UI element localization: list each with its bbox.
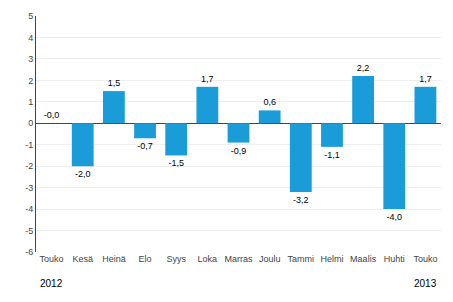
svg-text:-3,2: -3,2 bbox=[293, 195, 309, 205]
svg-text:-1,1: -1,1 bbox=[324, 150, 340, 160]
svg-text:3: 3 bbox=[28, 54, 33, 64]
svg-text:-1: -1 bbox=[25, 140, 33, 150]
svg-text:Kesä: Kesä bbox=[72, 254, 93, 264]
svg-text:Heinä: Heinä bbox=[102, 254, 126, 264]
svg-text:-0,0: -0,0 bbox=[44, 110, 60, 120]
svg-text:Helmi: Helmi bbox=[320, 254, 343, 264]
svg-text:1,7: 1,7 bbox=[201, 74, 214, 84]
svg-text:-1,5: -1,5 bbox=[168, 158, 184, 168]
svg-text:Touko: Touko bbox=[413, 254, 437, 264]
svg-text:Loka: Loka bbox=[198, 254, 218, 264]
svg-text:-0,7: -0,7 bbox=[137, 141, 153, 151]
svg-text:-4: -4 bbox=[25, 204, 33, 214]
svg-text:Marras: Marras bbox=[224, 254, 253, 264]
svg-text:1,7: 1,7 bbox=[419, 74, 432, 84]
svg-text:-2,0: -2,0 bbox=[75, 169, 91, 179]
svg-text:1,5: 1,5 bbox=[108, 78, 121, 88]
svg-text:-4,0: -4,0 bbox=[387, 212, 403, 222]
svg-text:2,2: 2,2 bbox=[357, 63, 370, 73]
svg-text:4: 4 bbox=[28, 33, 33, 43]
svg-text:0,6: 0,6 bbox=[263, 97, 276, 107]
svg-text:-6: -6 bbox=[25, 247, 33, 257]
svg-text:Elo: Elo bbox=[139, 254, 152, 264]
svg-text:5: 5 bbox=[28, 11, 33, 21]
svg-text:2013: 2013 bbox=[414, 278, 437, 289]
svg-text:Syys: Syys bbox=[166, 254, 186, 264]
svg-text:-5: -5 bbox=[25, 226, 33, 236]
svg-text:Touko: Touko bbox=[40, 254, 64, 264]
svg-text:0: 0 bbox=[28, 118, 33, 128]
svg-text:Joulu: Joulu bbox=[259, 254, 281, 264]
svg-text:-0,9: -0,9 bbox=[231, 146, 247, 156]
svg-text:1: 1 bbox=[28, 97, 33, 107]
svg-text:2: 2 bbox=[28, 76, 33, 86]
svg-text:-2: -2 bbox=[25, 161, 33, 171]
svg-text:Huhti: Huhti bbox=[384, 254, 405, 264]
svg-text:-3: -3 bbox=[25, 183, 33, 193]
svg-text:Maalis: Maalis bbox=[350, 254, 377, 264]
svg-text:2012: 2012 bbox=[40, 278, 63, 289]
svg-text:Tammi: Tammi bbox=[288, 254, 315, 264]
